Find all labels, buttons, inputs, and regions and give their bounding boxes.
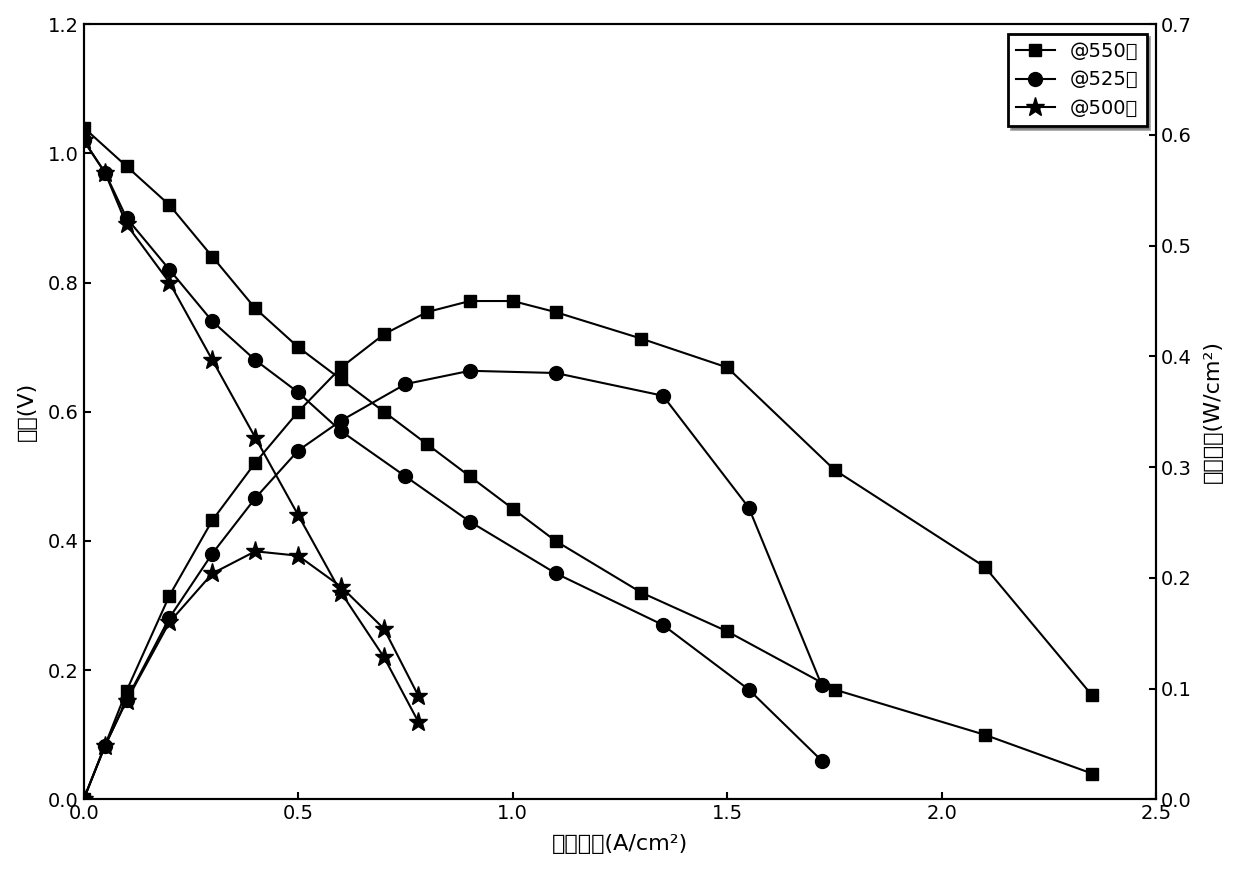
@500度 <box>290 510 305 520</box>
@525度 <box>290 387 305 397</box>
@500度 <box>334 587 348 598</box>
X-axis label: 电流密度(A/cm²): 电流密度(A/cm²) <box>552 834 688 854</box>
@550度 <box>419 439 434 449</box>
Line: @525度: @525度 <box>77 133 828 767</box>
@525度 <box>656 619 671 630</box>
@525度 <box>548 568 563 578</box>
@550度 <box>76 122 91 132</box>
Y-axis label: 电压(V): 电压(V) <box>16 382 37 442</box>
@550度 <box>162 199 177 210</box>
@550度 <box>334 375 348 385</box>
@525度 <box>76 135 91 145</box>
@550度 <box>548 536 563 546</box>
@550度 <box>205 252 219 262</box>
@525度 <box>463 517 477 527</box>
@550度 <box>634 587 649 598</box>
@500度 <box>248 432 263 442</box>
@550度 <box>248 303 263 314</box>
@500度 <box>76 135 91 145</box>
@550度 <box>290 342 305 353</box>
@525度 <box>742 685 756 695</box>
@525度 <box>162 265 177 275</box>
@550度 <box>827 685 842 695</box>
@500度 <box>98 167 113 178</box>
@500度 <box>205 354 219 365</box>
@500度 <box>119 219 134 230</box>
@550度 <box>720 626 735 637</box>
Line: @550度: @550度 <box>78 122 1097 779</box>
@500度 <box>162 277 177 287</box>
@550度 <box>377 407 392 417</box>
@550度 <box>1085 768 1100 779</box>
@525度 <box>398 471 413 482</box>
Line: @500度: @500度 <box>74 131 428 732</box>
@550度 <box>977 730 992 740</box>
@525度 <box>248 354 263 365</box>
@525度 <box>205 316 219 327</box>
@550度 <box>463 471 477 482</box>
Y-axis label: 功率密度(W/cm²): 功率密度(W/cm²) <box>1203 341 1224 483</box>
@525度 <box>815 755 830 766</box>
@550度 <box>119 161 134 172</box>
@550度 <box>505 503 520 514</box>
@525度 <box>119 213 134 223</box>
@525度 <box>98 167 113 178</box>
Legend: @550度, @525度, @500度: @550度, @525度, @500度 <box>1008 34 1147 126</box>
@525度 <box>334 426 348 436</box>
@500度 <box>377 652 392 663</box>
@500度 <box>410 717 425 727</box>
